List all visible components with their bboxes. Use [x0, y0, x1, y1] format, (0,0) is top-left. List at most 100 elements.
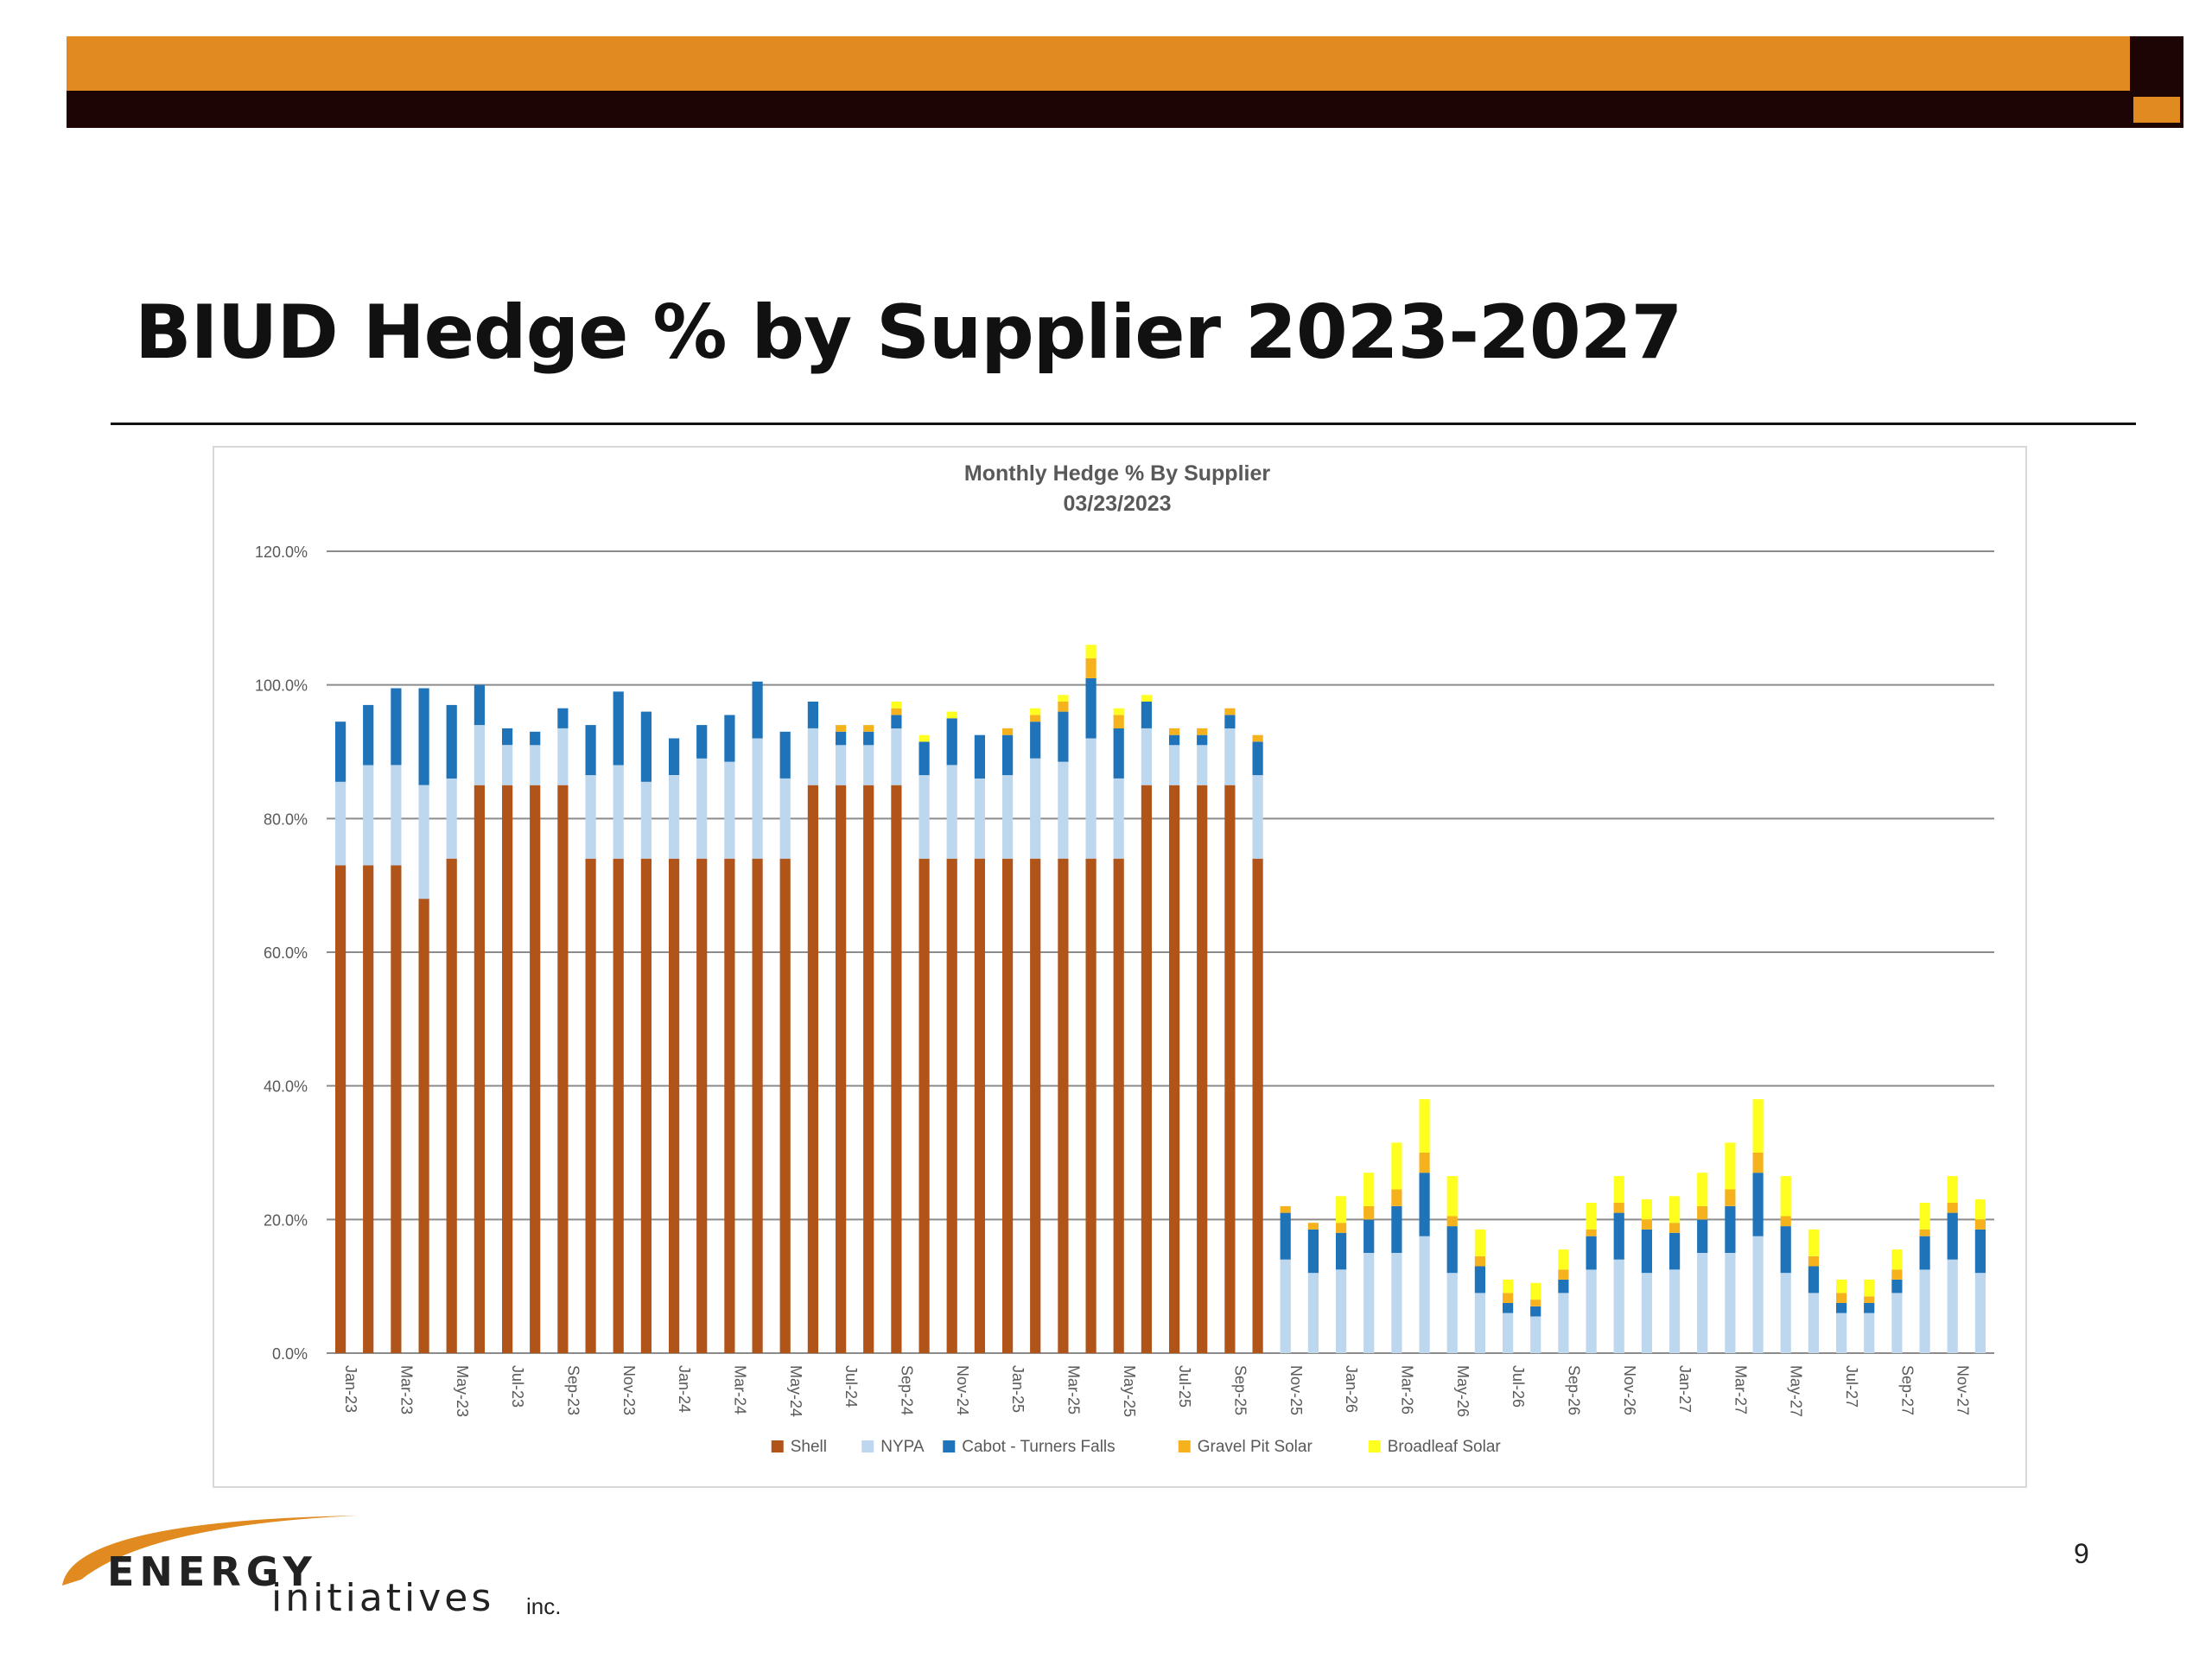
bar-segment — [446, 858, 457, 1353]
bar-segment — [1780, 1226, 1791, 1274]
bar-segment — [1419, 1153, 1430, 1173]
bar-segment — [557, 785, 569, 1353]
bar-segment — [1669, 1196, 1681, 1224]
bar-segment — [446, 704, 457, 779]
x-tick-label: Jul-25 — [1176, 1365, 1193, 1408]
bar-segment — [1947, 1176, 1958, 1203]
bar-segment — [807, 785, 818, 1353]
bar-segment — [1169, 745, 1180, 785]
x-tick-label: Sep-26 — [1565, 1365, 1582, 1415]
bar-segment — [1474, 1293, 1485, 1353]
x-tick-label: May-26 — [1454, 1365, 1471, 1417]
bar-segment — [974, 778, 985, 859]
y-tick-label: 80.0% — [264, 810, 308, 828]
header-bar-dark — [67, 91, 2130, 128]
bar-segment — [1197, 734, 1208, 746]
bar-segment — [1752, 1173, 1764, 1236]
y-tick-label: 100.0% — [255, 677, 308, 695]
bar-segment — [863, 785, 874, 1353]
bar-segment — [1613, 1176, 1624, 1203]
bar-segment — [1864, 1303, 1875, 1313]
bar-segment — [1725, 1205, 1736, 1253]
bar-segment — [363, 865, 374, 1353]
x-tick-label: May-25 — [1121, 1365, 1138, 1417]
x-tick-label: Mar-27 — [1732, 1365, 1749, 1414]
bar-segment — [863, 725, 874, 732]
bar-segment — [418, 785, 429, 899]
bar-segment — [1974, 1229, 1986, 1274]
x-tick-label: Nov-25 — [1287, 1365, 1305, 1415]
bar-segment — [1363, 1219, 1375, 1253]
bar-segment — [1058, 695, 1069, 702]
bar-segment — [1808, 1266, 1819, 1294]
header-corner-accent — [2133, 97, 2180, 123]
bar-segment — [1113, 708, 1124, 715]
bar-segment — [891, 785, 902, 1353]
bar-segment — [446, 778, 457, 859]
bar-segment — [1085, 738, 1096, 859]
bar-segment — [1252, 734, 1263, 742]
bar-segment — [1085, 645, 1096, 658]
bar-segment — [1919, 1269, 1930, 1353]
bar-segment — [502, 745, 513, 785]
bar-segment — [1197, 745, 1208, 785]
bar-segment — [613, 765, 624, 859]
bar-segment — [391, 765, 402, 866]
bar-segment — [1474, 1255, 1485, 1267]
bar-segment — [1780, 1216, 1791, 1227]
bar-segment — [779, 778, 791, 859]
bar-segment — [724, 761, 735, 859]
bar-segment — [1641, 1219, 1652, 1230]
bar-segment — [1391, 1253, 1402, 1353]
bar-segment — [1307, 1229, 1319, 1274]
bar-segment — [1252, 775, 1263, 859]
bar-segment — [1336, 1196, 1347, 1224]
bar-segment — [1169, 734, 1180, 746]
bar-segment — [1808, 1293, 1819, 1353]
bar-segment — [836, 725, 847, 732]
bar-segment — [669, 738, 680, 775]
bar-segment — [502, 785, 513, 1353]
bar-segment — [1836, 1293, 1847, 1303]
bar-segment — [918, 775, 930, 859]
bar-segment — [585, 725, 596, 776]
bar-segment — [1446, 1273, 1458, 1353]
x-tick-label: Mar-23 — [397, 1365, 415, 1414]
x-tick-label: Nov-23 — [620, 1365, 638, 1415]
bar-segment — [1891, 1249, 1903, 1270]
bar-segment — [1002, 775, 1014, 859]
x-tick-label: Jan-24 — [676, 1365, 693, 1413]
bar-segment — [891, 728, 902, 785]
x-tick-label: Sep-25 — [1231, 1365, 1249, 1415]
legend-label: Gravel Pit Solar — [1198, 1438, 1313, 1456]
bar-segment — [1002, 728, 1014, 735]
bar-segment — [1058, 858, 1069, 1353]
bar-segment — [1307, 1273, 1319, 1353]
bar-segment — [1391, 1205, 1402, 1253]
bar-segment — [863, 731, 874, 746]
bar-segment — [418, 688, 429, 785]
bar-segment — [1752, 1153, 1764, 1173]
bar-segment — [363, 704, 374, 766]
gridlines — [327, 550, 1994, 1354]
bar-segment — [1336, 1269, 1347, 1353]
y-tick-label: 20.0% — [264, 1211, 308, 1229]
bar-segment — [1641, 1199, 1652, 1220]
logo-swoosh-icon — [62, 1516, 358, 1586]
x-tick-label: Nov-27 — [1955, 1365, 1972, 1415]
slide-title: BIUD Hedge % by Supplier 2023-2027 — [135, 289, 1682, 376]
bar-segment — [1808, 1255, 1819, 1267]
legend-label: Shell — [791, 1438, 827, 1456]
x-tick-label: Mar-24 — [731, 1365, 748, 1414]
bar-segment — [1113, 778, 1124, 859]
bar-segment — [1780, 1273, 1791, 1353]
bar-segment — [1974, 1199, 1986, 1220]
bar-segment — [1419, 1236, 1430, 1353]
bar-segment — [391, 865, 402, 1353]
bar-segment — [1558, 1269, 1569, 1280]
bar-segment — [1113, 728, 1124, 779]
bar-segment — [696, 725, 708, 759]
bar-segment — [918, 858, 930, 1353]
bar-segment — [1641, 1273, 1652, 1353]
x-tick-label: Jul-27 — [1843, 1365, 1860, 1408]
